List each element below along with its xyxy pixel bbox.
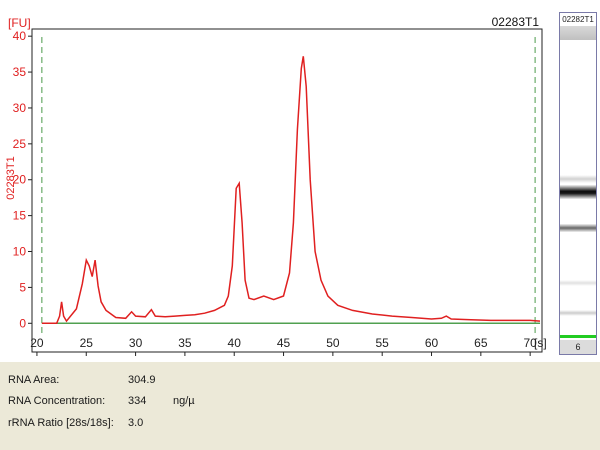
rna-concentration-label: RNA Concentration: [8, 395, 106, 407]
rna-concentration-unit: ng/µ [173, 395, 195, 407]
x-tick-label: 70 [523, 336, 537, 350]
gel-lane-title: 02282T1 [562, 15, 594, 24]
electropherogram-plot: 20 25 30 35 40 45 50 55 60 65 70 0 5 10 15 20 25 30 35 40 … [5, 15, 547, 356]
gel-band-28s [560, 185, 596, 199]
y-tick-label: 25 [13, 137, 27, 151]
gel-lane-header [560, 26, 596, 40]
y-tick-label: 15 [13, 209, 27, 223]
rrna-ratio-label: rRNA Ratio [28s/18s]: [8, 417, 114, 429]
gel-band-faint-1 [560, 175, 596, 183]
x-tick-label: 25 [80, 336, 94, 350]
rna-concentration-value: 334 [128, 395, 147, 407]
plot-frame [31, 28, 543, 353]
x-tick-label: 40 [228, 336, 242, 350]
y-axis: 0 5 10 15 20 25 30 35 40 [13, 29, 32, 330]
x-axis: 20 25 30 35 40 45 50 55 60 65 70 [30, 336, 537, 356]
gel-marker-band [560, 335, 596, 338]
gel-lane: 02282T1 6 [559, 12, 597, 355]
x-tick-label: 65 [474, 336, 488, 350]
electropherogram-svg: 20 25 30 35 40 45 50 55 60 65 70 0510152025303540 … [5, 15, 547, 356]
x-tick-label: 45 [277, 336, 291, 350]
y-tick-label: 35 [13, 65, 27, 79]
x-tick-label: 35 [178, 336, 192, 350]
y-unit-label: [FU] [8, 16, 31, 30]
rrna-ratio-value: 3.0 [128, 417, 144, 429]
x-unit-label: [s] [534, 336, 547, 350]
gel-band-faint-2 [560, 280, 596, 286]
y-tick-label: 5 [19, 280, 26, 294]
gel-lane-number: 6 [560, 340, 596, 354]
y-tick-label: 20 [13, 173, 27, 187]
x-tick-label: 20 [30, 336, 44, 350]
rna-area-label: RNA Area: [8, 374, 60, 386]
results-panel: RNA Area: 304.9 RNA Concentration: 334 n… [0, 362, 600, 450]
x-tick-label: 60 [425, 336, 439, 350]
y-tick-label: 40 [13, 29, 27, 43]
y-axis-title: 02283T1 [5, 156, 17, 199]
y-tick-label: 10 [13, 245, 27, 259]
y-tick-label: 0 [19, 316, 26, 330]
x-tick-label: 50 [326, 336, 340, 350]
gel-band-faint-3 [560, 310, 596, 316]
gel-band-18s [560, 224, 596, 232]
x-tick-label: 55 [376, 336, 390, 350]
y-tick-label: 30 [13, 101, 27, 115]
rna-area-value: 304.9 [128, 374, 156, 386]
x-tick-label: 30 [129, 336, 143, 350]
gel-lane-body [560, 40, 596, 342]
sample-label: 02283T1 [492, 15, 540, 29]
electropherogram-trace [41, 56, 541, 325]
